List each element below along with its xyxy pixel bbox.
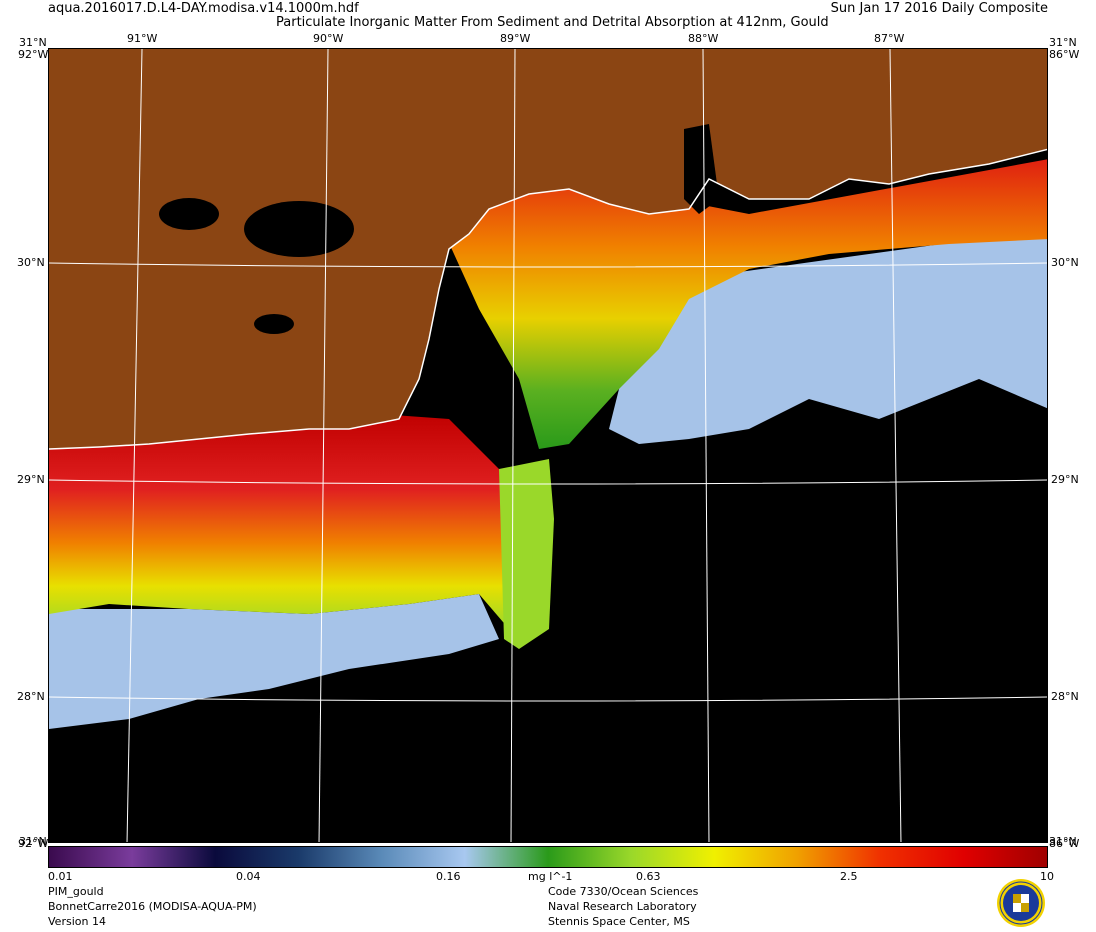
lat-label-top-right: 31°N: [1049, 36, 1077, 49]
colorbar-tick-0: 0.01: [48, 870, 73, 883]
colorbar-tick-5: 10: [1040, 870, 1054, 883]
lat-label-29-left: 29°N: [17, 473, 45, 486]
colorbar-tick-2: 0.16: [436, 870, 461, 883]
lon-label-90: 90°W: [313, 32, 344, 45]
lat-label-bottom-right: 31°N: [1049, 835, 1077, 848]
lat-label-28-left: 28°N: [17, 690, 45, 703]
lon-label-89: 89°W: [500, 32, 531, 45]
lon-label-91: 91°W: [127, 32, 158, 45]
sediment-plume-west: [49, 414, 549, 629]
clear-water-west: [49, 594, 499, 729]
footer-dataset: BonnetCarre2016 (MODISA-AQUA-PM): [48, 900, 257, 913]
land-area: [49, 49, 1047, 449]
map-image: [48, 48, 1048, 843]
lon-label-bottom-left: 92°W: [18, 837, 49, 850]
graticule: [49, 49, 1047, 842]
lat-label-29-right: 29°N: [1051, 473, 1079, 486]
lat-label-bottom-left: 31°N: [19, 835, 47, 848]
colorbar-tick-1: 0.04: [236, 870, 261, 883]
map-svg: [49, 49, 1047, 842]
map-title: Particulate Inorganic Matter From Sedime…: [276, 15, 829, 30]
lon-label-corner-left: 92°W: [18, 48, 49, 61]
lat-label-28-right: 28°N: [1051, 690, 1079, 703]
footer-lab: Naval Research Laboratory: [548, 900, 697, 913]
coastline: [49, 148, 1047, 450]
date-label: Sun Jan 17 2016 Daily Composite: [830, 1, 1048, 16]
colorbar-units: mg l^-1: [528, 870, 573, 883]
footer-product: PIM_gould: [48, 885, 104, 898]
lon-label-87: 87°W: [874, 32, 905, 45]
footer-code: Code 7330/Ocean Sciences: [548, 885, 699, 898]
lat-label-30-left: 30°N: [17, 256, 45, 269]
footer-location: Stennis Space Center, MS: [548, 915, 690, 928]
lat-label-30-right: 30°N: [1051, 256, 1079, 269]
colorbar-gradient: [49, 847, 1047, 867]
colorbar-tick-4: 2.5: [840, 870, 858, 883]
colorbar-tick-3: 0.63: [636, 870, 661, 883]
lon-label-corner-right: 86°W: [1049, 48, 1080, 61]
filename-label: aqua.2016017.D.L4-DAY.modisa.v14.1000m.h…: [48, 1, 359, 16]
lake-maurepas: [159, 198, 219, 230]
footer-version: Version 14: [48, 915, 106, 928]
lake-pontchartrain: [244, 201, 354, 257]
lon-label-bottom-right: 86°W: [1049, 837, 1080, 850]
lat-label-top-left: 31°N: [19, 36, 47, 49]
river-mouth-strip: [499, 459, 554, 649]
mobile-bay: [684, 124, 719, 214]
colorbar-svg: [49, 847, 1047, 867]
nrl-seal-icon: [996, 878, 1046, 928]
lon-label-88: 88°W: [688, 32, 719, 45]
lake-salvador: [254, 314, 294, 334]
colorbar: [48, 846, 1048, 868]
